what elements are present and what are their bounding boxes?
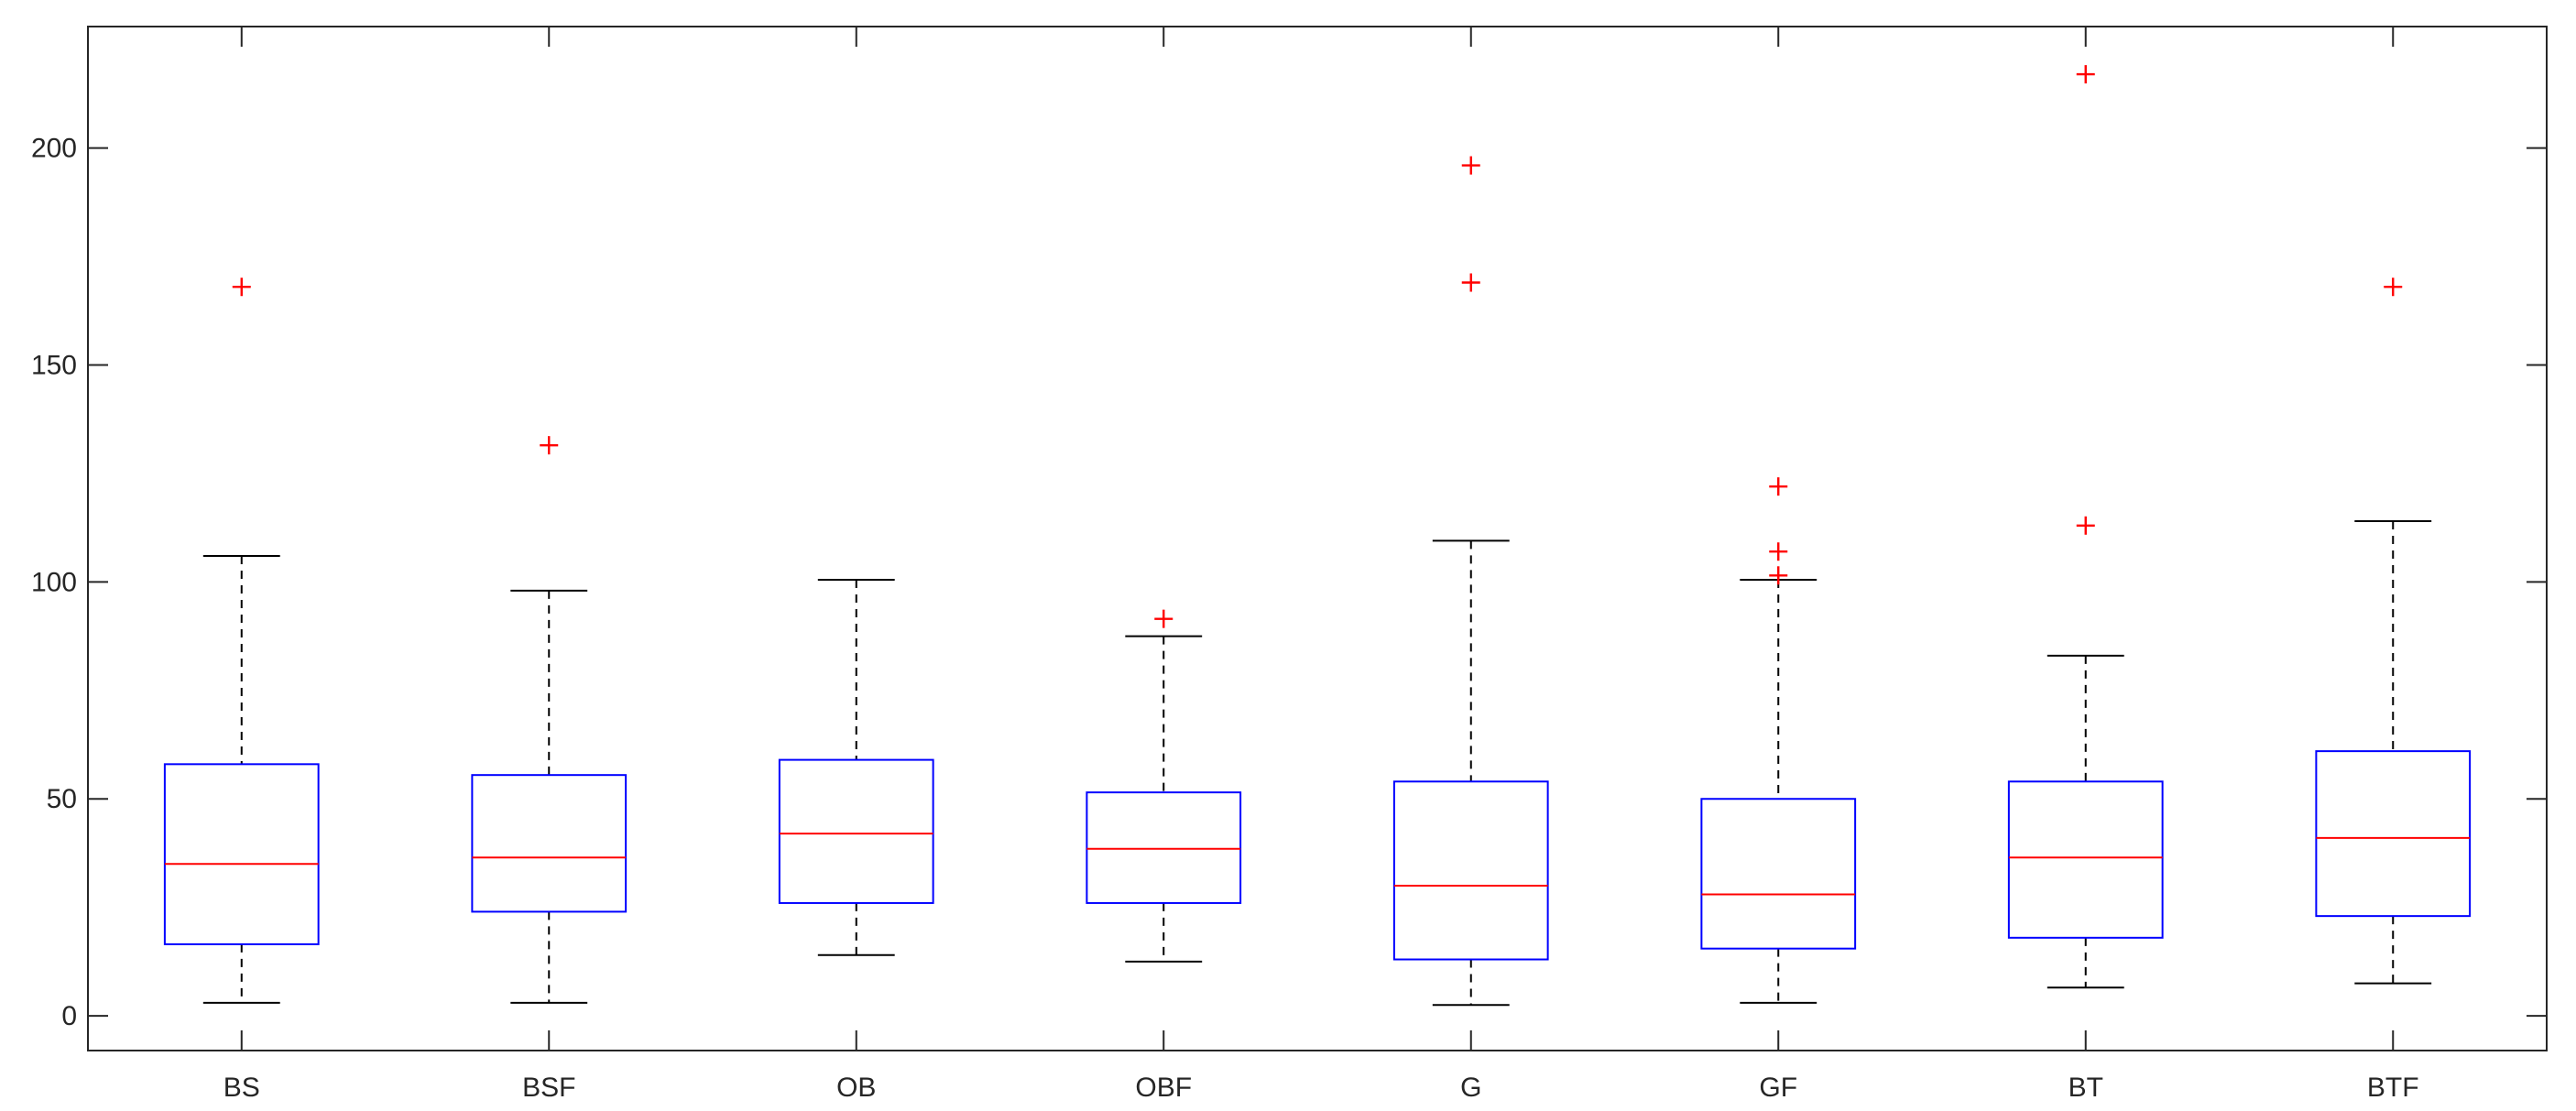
box-group-btf xyxy=(2315,278,2472,985)
box-group-bt xyxy=(2007,65,2164,989)
x-axis: BS BSF OB OBF G GF BT BTF xyxy=(224,27,2419,1103)
x-tick-label: BTF xyxy=(2367,1073,2419,1103)
box-group-obf xyxy=(1086,609,1242,963)
outlier-marker xyxy=(540,436,559,455)
y-tick-label: 200 xyxy=(31,134,77,164)
box-group-bsf xyxy=(471,436,628,1004)
x-tick-label: GF xyxy=(1759,1073,1797,1103)
iqr-box xyxy=(1392,780,1549,961)
iqr-box xyxy=(1700,798,1857,950)
outlier-marker xyxy=(2384,278,2403,297)
plot-area-frame xyxy=(87,26,2548,1051)
x-tick-label: OB xyxy=(836,1073,876,1103)
box-group-gf xyxy=(1700,477,1857,1004)
outlier-marker xyxy=(1769,566,1788,585)
x-tick-label: G xyxy=(1460,1073,1481,1103)
y-tick-label: 150 xyxy=(31,351,77,381)
iqr-box xyxy=(163,763,320,945)
outlier-marker xyxy=(1769,542,1788,561)
box-series xyxy=(163,65,2472,1007)
box-group-bs xyxy=(163,278,320,1004)
y-tick-label: 50 xyxy=(47,784,77,814)
y-axis: 0 50 100 150 200 xyxy=(31,134,2547,1031)
iqr-box xyxy=(2315,750,2472,918)
outlier-marker xyxy=(232,278,251,297)
x-tick-label: OBF xyxy=(1135,1073,1192,1103)
iqr-box xyxy=(778,758,934,904)
iqr-box xyxy=(1086,791,1242,904)
x-tick-label: BSF xyxy=(522,1073,575,1103)
outlier-marker xyxy=(1154,609,1173,628)
outlier-marker xyxy=(2076,516,2095,535)
box-group-ob xyxy=(778,579,934,956)
y-tick-label: 0 xyxy=(61,1001,77,1031)
x-tick-label: BT xyxy=(2068,1073,2103,1103)
outlier-marker xyxy=(1461,273,1480,292)
y-tick-label: 100 xyxy=(31,567,77,597)
outlier-marker xyxy=(1769,477,1788,496)
outlier-marker xyxy=(1461,156,1480,175)
outlier-marker xyxy=(2076,65,2095,84)
box-group-g xyxy=(1392,156,1549,1007)
iqr-box xyxy=(471,774,628,913)
x-tick-label: BS xyxy=(224,1073,260,1103)
iqr-box xyxy=(2007,780,2164,939)
